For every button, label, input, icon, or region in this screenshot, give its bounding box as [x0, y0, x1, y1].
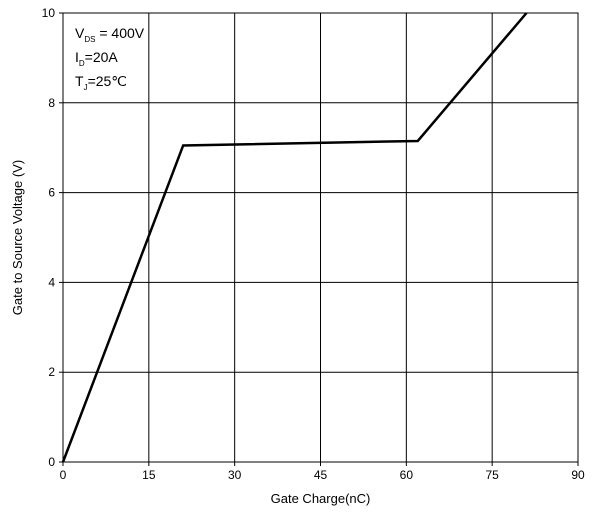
- condition-annotations: VDS = 400V ID=20A TJ=25℃: [75, 25, 145, 92]
- y-tick-labels: 0 2 4 6 8 10: [42, 6, 63, 469]
- condition-annotation: TJ=25℃: [75, 73, 127, 92]
- x-tick-label: 15: [142, 468, 156, 482]
- condition-annotation: ID=20A: [75, 49, 118, 68]
- x-axis-title: Gate Charge(nC): [271, 491, 371, 506]
- x-tick-label: 30: [228, 468, 242, 482]
- series-layer: [61, 12, 528, 463]
- y-tick-label: 8: [48, 96, 55, 110]
- series-line: [61, 12, 528, 463]
- x-tick-labels: 0 15 30 45 60 75 90: [60, 462, 585, 482]
- x-tick-label: 75: [485, 468, 499, 482]
- x-tick-label: 90: [571, 468, 585, 482]
- y-tick-label: 10: [42, 6, 56, 20]
- x-tick-label: 60: [400, 468, 414, 482]
- condition-annotation: VDS = 400V: [75, 25, 145, 44]
- x-tick-label: 45: [314, 468, 328, 482]
- y-axis-title: Gate to Source Voltage (V): [10, 160, 25, 315]
- y-tick-label: 6: [48, 186, 55, 200]
- y-tick-label: 0: [48, 455, 55, 469]
- y-tick-label: 4: [48, 275, 55, 289]
- y-tick-label: 2: [48, 365, 55, 379]
- x-tick-label: 0: [60, 468, 67, 482]
- grid-lines: [63, 13, 578, 462]
